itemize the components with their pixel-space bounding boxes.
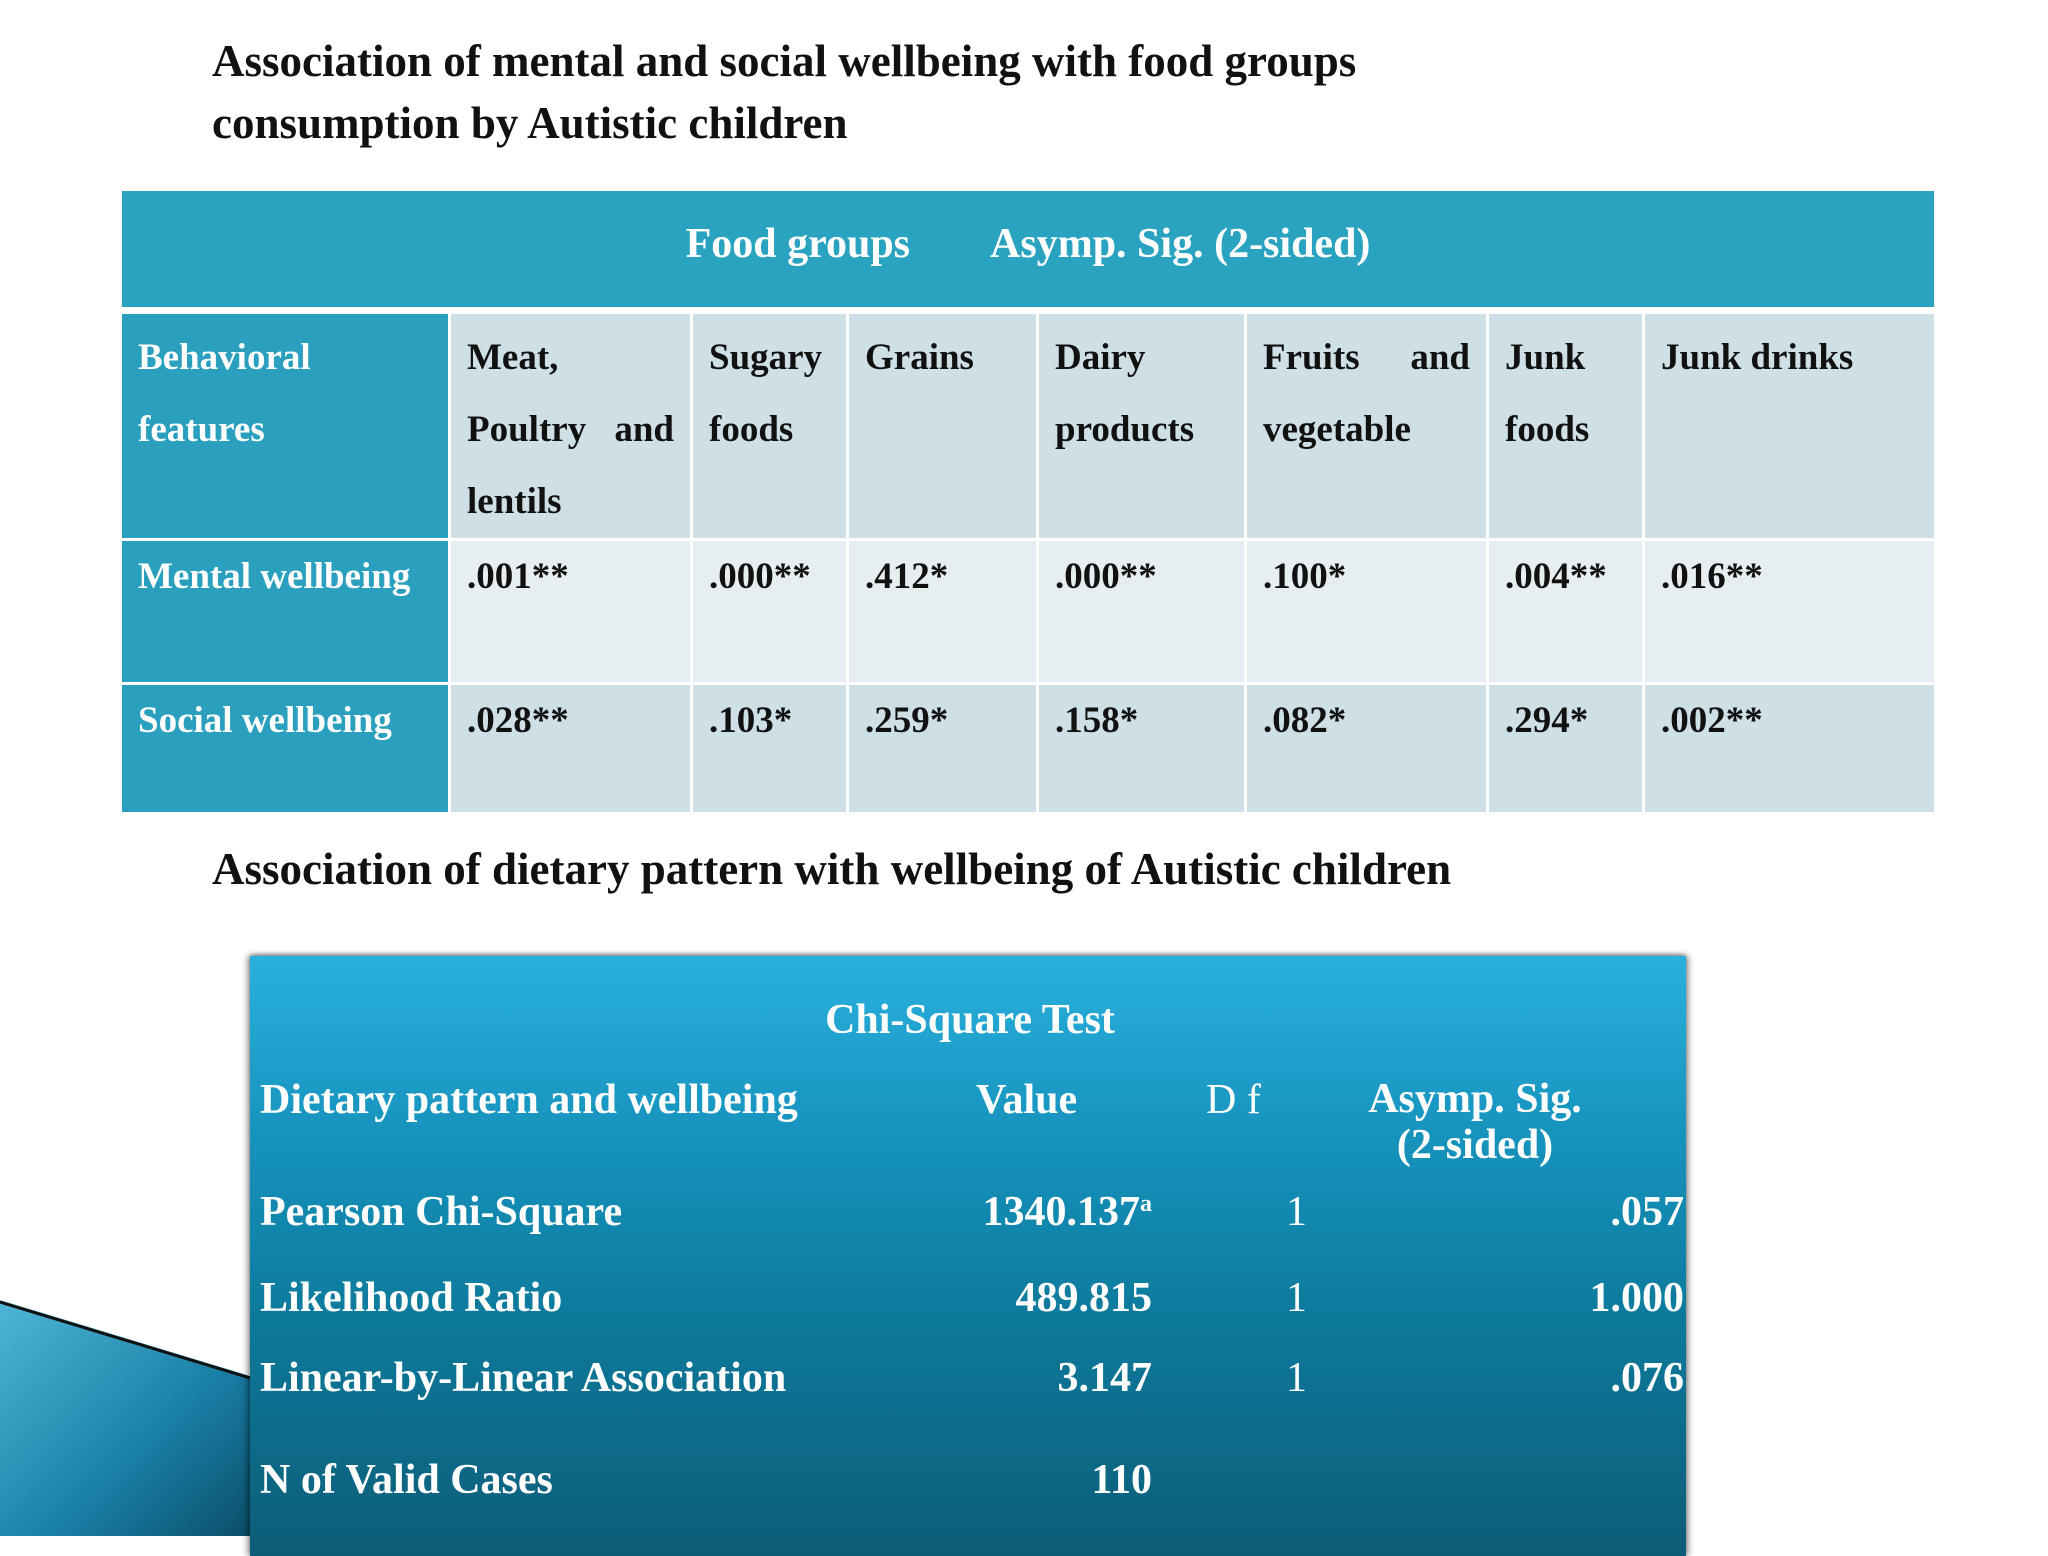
table-cell: .294* — [1486, 682, 1642, 812]
food-groups-table: Behavioral features Meat, Poultry and le… — [122, 311, 1934, 812]
table-cell: .158* — [1036, 682, 1244, 812]
row-label: Pearson Chi-Square — [260, 1189, 623, 1235]
title-1-line-1: Association of mental and social wellbei… — [212, 36, 1357, 86]
column-header: Dietary pattern and wellbeing — [260, 1077, 798, 1123]
column-header: Value — [976, 1077, 1078, 1123]
decorative-swoosh — [0, 1300, 251, 1536]
row-label: Likelihood Ratio — [260, 1275, 563, 1321]
table-row: Social wellbeing .028** .103* .259* .158… — [122, 682, 1934, 812]
column-header: Grains — [846, 311, 1036, 538]
table-header-row: Behavioral features Meat, Poultry and le… — [122, 311, 1934, 538]
column-header: D f — [1206, 1077, 1261, 1123]
table-cell: 489.815 — [1015, 1275, 1153, 1321]
table-cell: .103* — [690, 682, 846, 812]
table-cell: .412* — [846, 538, 1036, 682]
table-cell: .082* — [1244, 682, 1486, 812]
table-cell: .028** — [448, 682, 690, 812]
table-cell: .001** — [448, 538, 690, 682]
table-cell: 3.147 — [1057, 1355, 1153, 1401]
table-cell: .004** — [1486, 538, 1642, 682]
sig-header-line-2: (2-sided) — [1396, 1122, 1554, 1168]
table-cell: 1340.137a — [983, 1188, 1153, 1236]
table-cell: .016** — [1642, 538, 1934, 682]
row-label: Linear-by-Linear Association — [260, 1355, 787, 1401]
table-1-header: Food groups Asymp. Sig. (2-sided) — [122, 191, 1934, 307]
chi-square-table: Chi-Square Test Dietary pattern and well… — [250, 956, 1686, 1556]
column-header: Sugary foods — [690, 311, 846, 538]
column-header: Junk foods — [1486, 311, 1642, 538]
column-header: Dairy products — [1036, 311, 1244, 538]
table-cell: .000** — [1036, 538, 1244, 682]
table-cell: .000** — [690, 538, 846, 682]
column-header: Fruits and vegetable — [1244, 311, 1486, 538]
row-label: Mental wellbeing — [122, 538, 448, 682]
sig-header-line-1: Asymp. Sig. — [1368, 1076, 1582, 1122]
title-1-line-2: consumption by Autistic children — [212, 98, 848, 148]
table-cell: .057 — [1610, 1189, 1685, 1235]
column-header: Asymp. Sig. (2-sided) — [1350, 1076, 1600, 1168]
footnote-marker: a — [1140, 1191, 1152, 1217]
food-groups-heading: Food groups — [685, 221, 911, 267]
table-row: Mental wellbeing .001** .000** .412* .00… — [122, 538, 1934, 682]
column-header: Meat, Poultry and lentils — [448, 311, 690, 538]
asymp-sig-heading: Asymp. Sig. (2-sided) — [990, 221, 1371, 267]
table-cell: .076 — [1610, 1355, 1685, 1401]
slide-title-2: Association of dietary pattern with well… — [212, 844, 1452, 894]
table-cell: 1 — [1286, 1355, 1307, 1401]
table-cell: .002** — [1642, 682, 1934, 812]
table-cell: 1.000 — [1589, 1275, 1685, 1321]
chi-square-title: Chi-Square Test — [825, 997, 1115, 1043]
slide-title-1: Association of mental and social wellbei… — [212, 30, 1912, 154]
table-cell: .100* — [1244, 538, 1486, 682]
table-cell: 110 — [1091, 1457, 1152, 1503]
table-cell: .259* — [846, 682, 1036, 812]
value-text: 1340.137 — [982, 1189, 1141, 1235]
table-cell: 1 — [1286, 1275, 1307, 1321]
row-label: Social wellbeing — [122, 682, 448, 812]
column-header: Junk drinks — [1642, 311, 1934, 538]
row-label: N of Valid Cases — [260, 1457, 553, 1503]
table-cell: 1 — [1286, 1189, 1307, 1235]
column-header: Behavioral features — [122, 311, 448, 538]
